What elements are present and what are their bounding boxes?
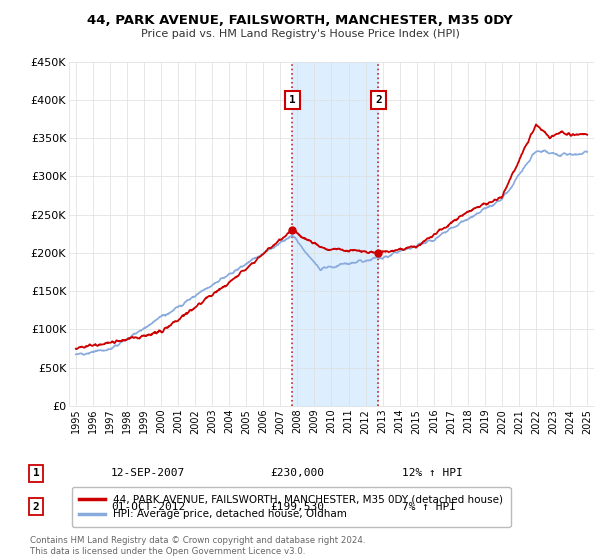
Text: Contains HM Land Registry data © Crown copyright and database right 2024.
This d: Contains HM Land Registry data © Crown c… [30,536,365,556]
Text: 7% ↑ HPI: 7% ↑ HPI [402,502,456,512]
Text: 2: 2 [32,502,40,512]
Text: 1: 1 [32,468,40,478]
Text: 1: 1 [289,95,296,105]
Text: £230,000: £230,000 [270,468,324,478]
Text: 12-SEP-2007: 12-SEP-2007 [111,468,185,478]
Text: £199,530: £199,530 [270,502,324,512]
Text: Price paid vs. HM Land Registry's House Price Index (HPI): Price paid vs. HM Land Registry's House … [140,29,460,39]
Text: 2: 2 [375,95,382,105]
Text: 12% ↑ HPI: 12% ↑ HPI [402,468,463,478]
Legend: 44, PARK AVENUE, FAILSWORTH, MANCHESTER, M35 0DY (detached house), HPI: Average : 44, PARK AVENUE, FAILSWORTH, MANCHESTER,… [71,487,511,527]
Text: 01-OCT-2012: 01-OCT-2012 [111,502,185,512]
Text: 44, PARK AVENUE, FAILSWORTH, MANCHESTER, M35 0DY: 44, PARK AVENUE, FAILSWORTH, MANCHESTER,… [87,14,513,27]
